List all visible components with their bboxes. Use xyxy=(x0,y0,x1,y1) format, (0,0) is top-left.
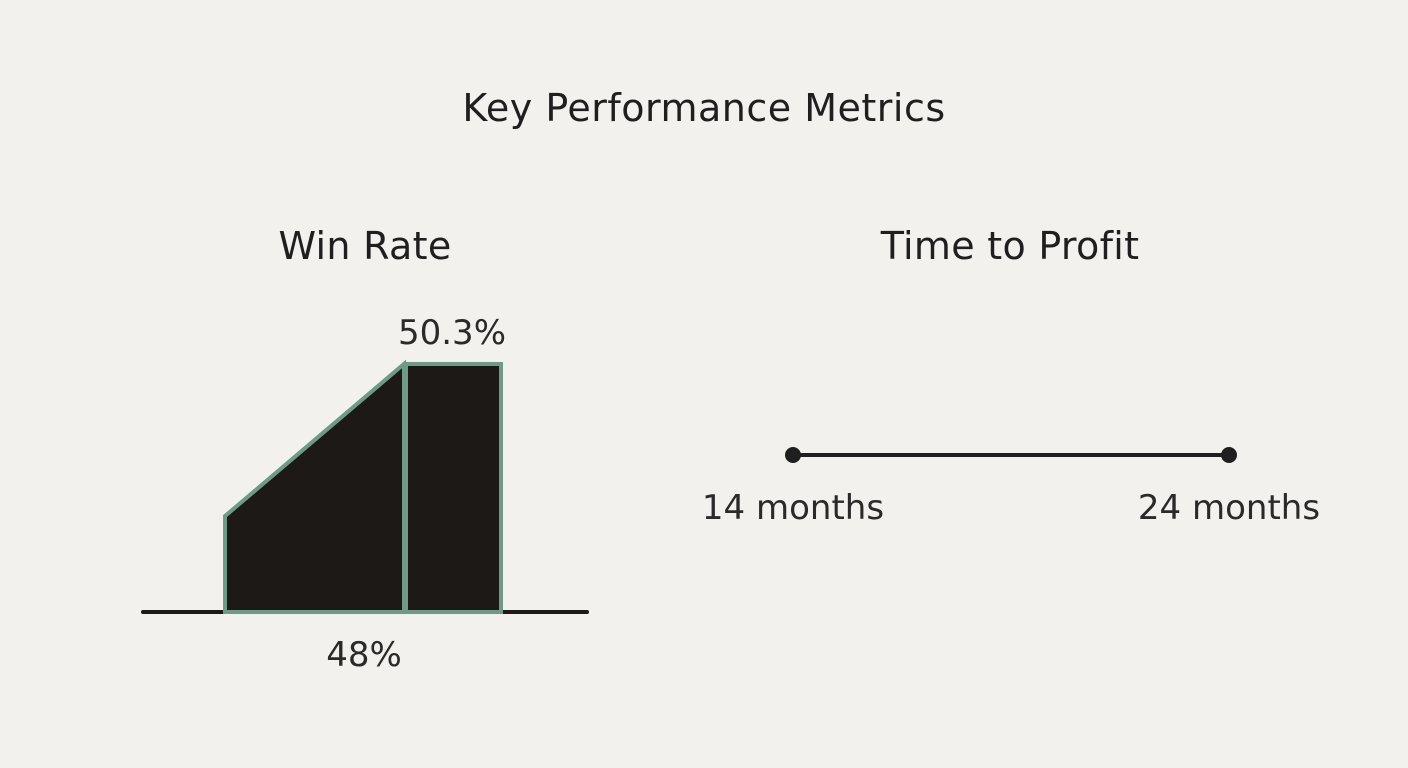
win-rate-chart: 50.3% 48% xyxy=(141,313,589,675)
win-rate-value-bar xyxy=(404,362,503,614)
page-title: Key Performance Metrics xyxy=(462,86,946,130)
win-rate-bottom-label: 48% xyxy=(326,635,402,675)
win-rate-rise-area xyxy=(223,359,406,614)
time-to-profit-chart: 14 months 24 months xyxy=(702,447,1320,528)
time-to-profit-title: Time to Profit xyxy=(880,224,1140,268)
time-to-profit-end-label: 24 months xyxy=(1138,488,1320,528)
time-to-profit-start-label: 14 months xyxy=(702,488,884,528)
win-rate-title: Win Rate xyxy=(278,224,452,268)
time-to-profit-end-point xyxy=(1221,447,1237,463)
time-to-profit-start-point xyxy=(785,447,801,463)
win-rate-top-label: 50.3% xyxy=(398,313,506,353)
